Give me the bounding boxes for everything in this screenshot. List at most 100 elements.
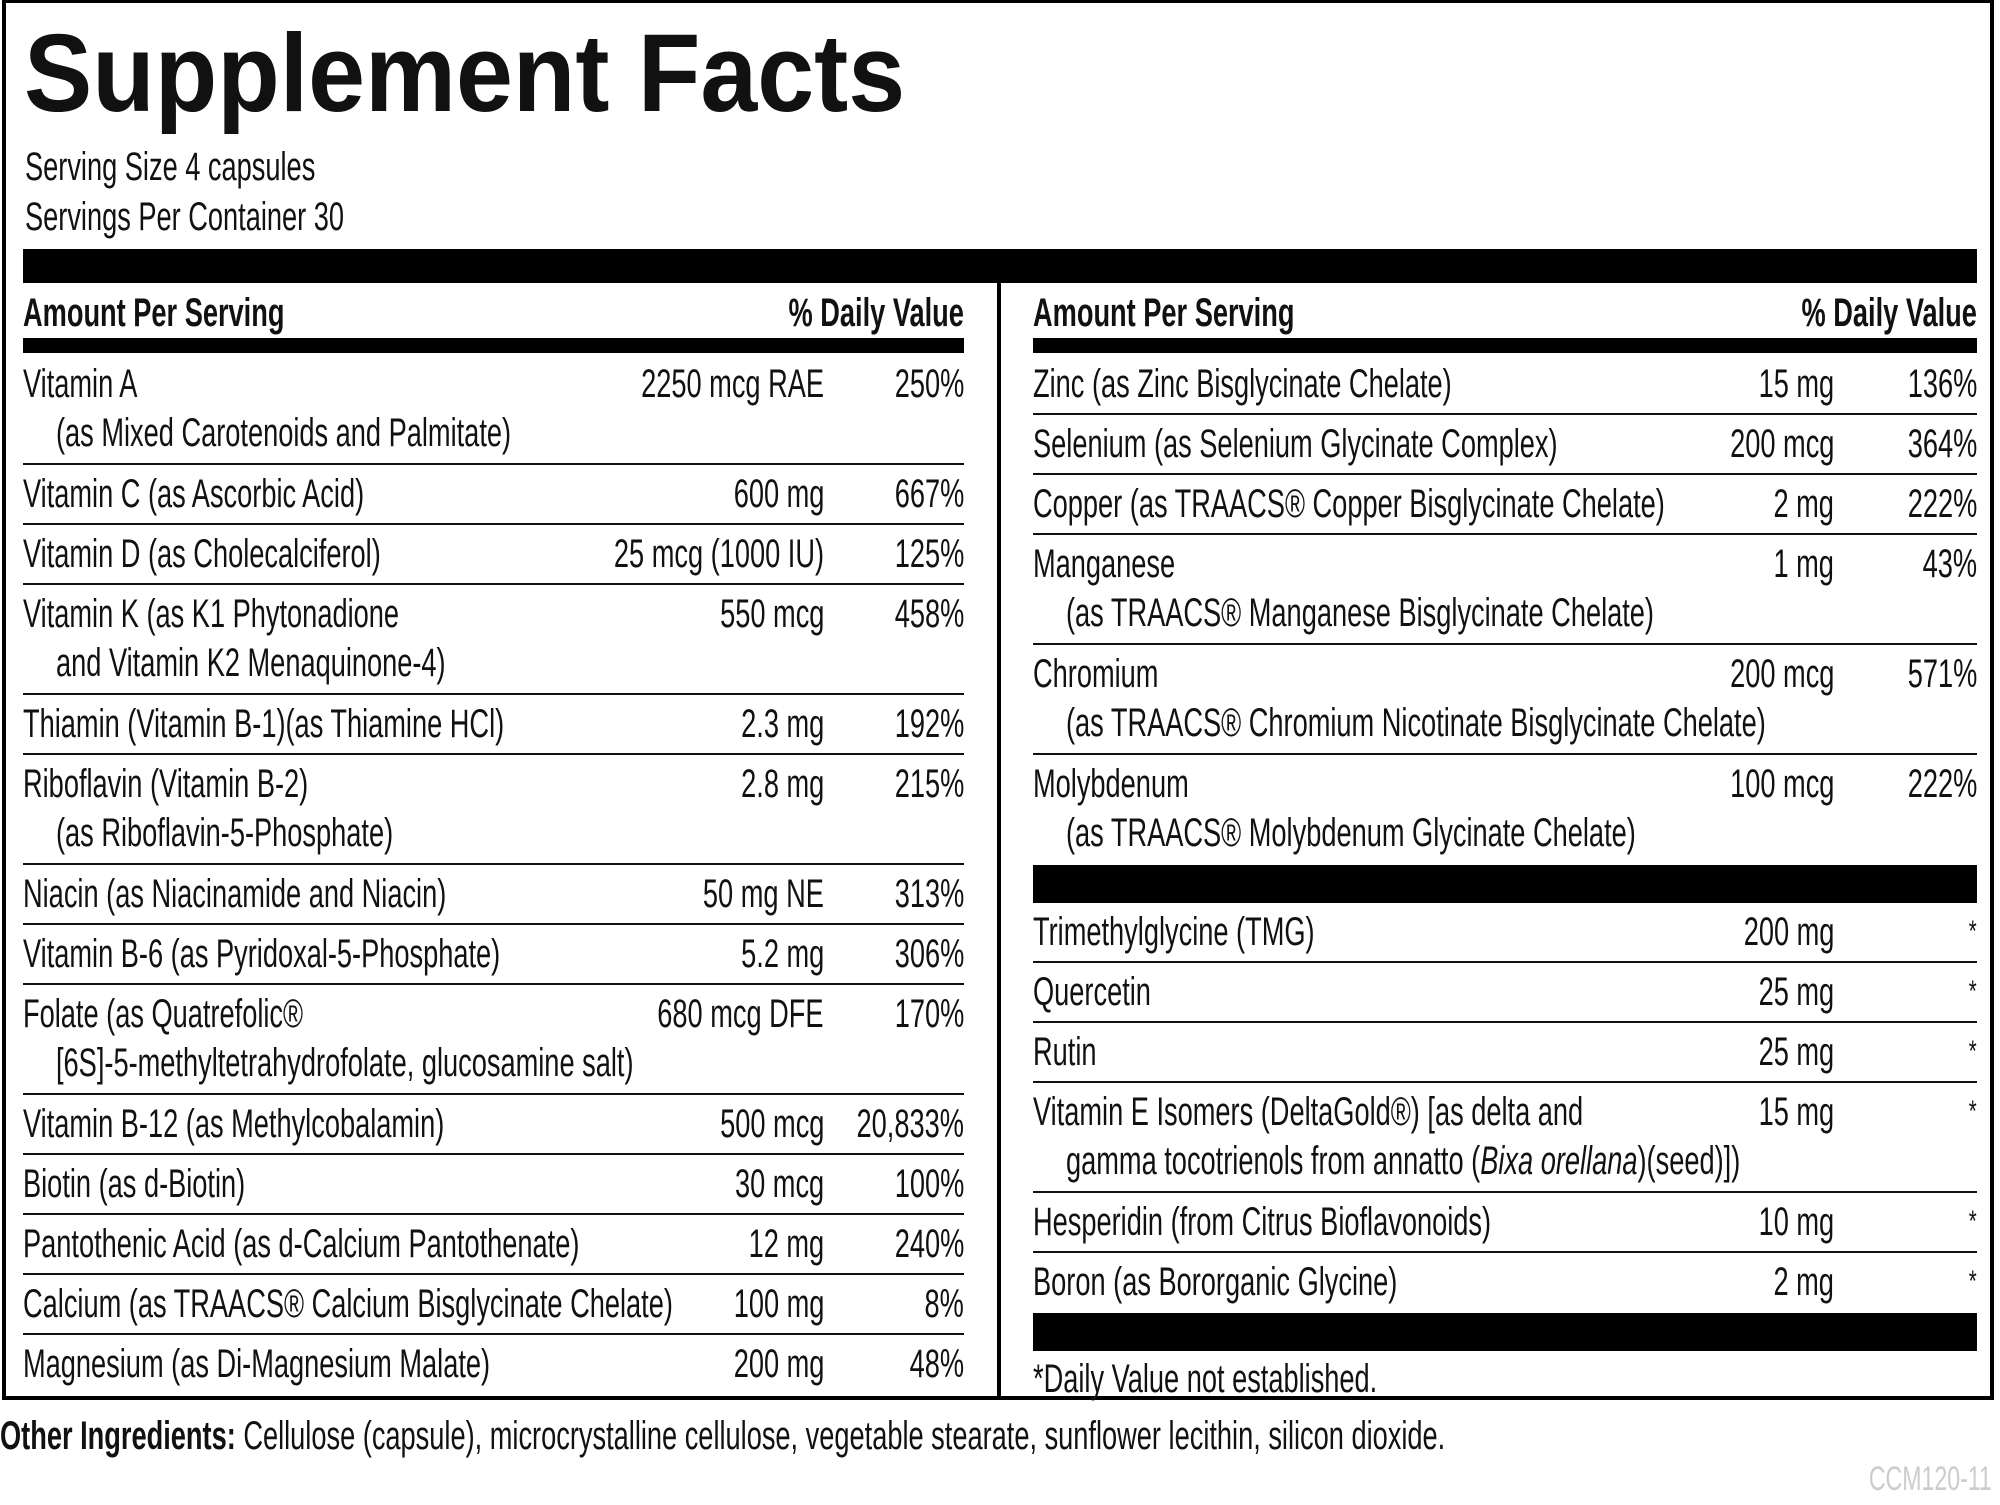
- amount: 200 mcg: [1729, 652, 1834, 696]
- nutrient-row: Magnesium (as Di-Magnesium Malate) 200 mg…: [23, 1335, 964, 1395]
- nutrient-detail: (as TRAACS® Molybdenum Glycinate Chelate…: [1066, 811, 1636, 855]
- nutrient-detail: [6S]-5-methyltetrahydrofolate, glucosami…: [56, 1041, 634, 1085]
- amount: 100 mcg: [1729, 762, 1834, 806]
- nutrient-name: Folate (as Quatrefolic®: [23, 992, 304, 1036]
- nutrient-detail: and Vitamin K2 Menaquinone-4): [56, 641, 446, 685]
- daily-value: 48%: [909, 1342, 964, 1386]
- amount: 30 mcg: [734, 1162, 824, 1206]
- nutrient-name: Selenium (as Selenium Glycinate Complex): [1033, 422, 1558, 466]
- nutrient-name: Thiamin (Vitamin B-1)(as Thiamine HCl): [23, 702, 505, 746]
- nutrient-name: Biotin (as d-Biotin): [23, 1162, 246, 1206]
- nutrient-name: Copper (as TRAACS® Copper Bisglycinate C…: [1033, 482, 1665, 526]
- daily-value: 222%: [1907, 482, 1977, 526]
- amount: 15 mg: [1758, 1090, 1834, 1134]
- daily-value: *: [1969, 915, 1977, 948]
- nutrient-name: Boron (as Bororganic Glycine): [1033, 1260, 1398, 1304]
- header-amount: Amount Per Serving: [1033, 291, 1295, 335]
- nutrient-name: Vitamin D (as Cholecalciferol): [23, 532, 381, 576]
- detail-part: gamma tocotrienols from annatto (: [1066, 1139, 1481, 1183]
- nutrient-row: Rutin 25 mg *: [1033, 1023, 1977, 1083]
- nutrient-row: Boron (as Bororganic Glycine) 2 mg *: [1033, 1253, 1977, 1313]
- amount: 5.2 mg: [740, 932, 824, 976]
- daily-value: 192%: [894, 702, 964, 746]
- daily-value: 20,833%: [856, 1102, 964, 1146]
- nutrient-name: Pantothenic Acid (as d-Calcium Pantothen…: [23, 1222, 580, 1266]
- header-rule: [23, 338, 964, 353]
- amount: 550 mcg: [719, 592, 824, 636]
- detail-part: )(seed)]): [1637, 1139, 1741, 1183]
- nutrient-detail: (as Riboflavin-5-Phosphate): [56, 811, 394, 855]
- daily-value: *: [1969, 975, 1977, 1008]
- nutrient-row: Vitamin A 2250 mcg RAE 250% (as Mixed Carot…: [23, 355, 964, 465]
- amount: 2.3 mg: [740, 702, 824, 746]
- nutrient-name: Calcium (as TRAACS® Calcium Bisglycinate…: [23, 1282, 673, 1326]
- nutrient-name: Manganese: [1033, 542, 1176, 586]
- nutrient-row: Riboflavin (Vitamin B-2) 2.8 mg 215% (as Ri…: [23, 755, 964, 865]
- amount: 2250 mcg RAE: [641, 362, 824, 406]
- servings-per-container: Servings Per Container 30: [25, 195, 345, 239]
- nutrient-row: Folate (as Quatrefolic® 680 mcg DFE 170% [6…: [23, 985, 964, 1095]
- nutrient-row: Vitamin C (as Ascorbic Acid) 600 mg 667%: [23, 465, 964, 525]
- header-dv: % Daily Value: [788, 291, 964, 335]
- nutrient-row: Biotin (as d-Biotin) 30 mcg 100%: [23, 1155, 964, 1215]
- nutrient-name: Vitamin E Isomers (DeltaGold®) [as delta…: [1033, 1090, 1584, 1134]
- nutrient-row: Zinc (as Zinc Bisglycinate Chelate) 15 mg…: [1033, 355, 1977, 415]
- nutrient-detail: (as TRAACS® Chromium Nicotinate Bisglyci…: [1066, 701, 1766, 745]
- title: Supplement Facts: [24, 12, 906, 135]
- header-dv: % Daily Value: [1801, 291, 1977, 335]
- nutrient-row: Molybdenum 100 mcg 222% (as TRAACS® Molybde…: [1033, 755, 1977, 865]
- nutrient-name: Rutin: [1033, 1030, 1097, 1074]
- amount: 1 mg: [1773, 542, 1834, 586]
- daily-value: 170%: [894, 992, 964, 1036]
- amount: 15 mg: [1758, 362, 1834, 406]
- nutrient-name: Quercetin: [1033, 970, 1151, 1014]
- daily-value: *: [1969, 1205, 1977, 1238]
- footnote-row: *Daily Value not established.: [1033, 1351, 1977, 1401]
- nutrient-row: Chromium 200 mcg 571% (as TRAACS® Chromium …: [1033, 645, 1977, 755]
- section-bar: [1033, 1313, 1977, 1351]
- nutrient-row: Manganese 1 mg 43% (as TRAACS® Manganese Bi…: [1033, 535, 1977, 645]
- amount: 200 mg: [733, 1342, 824, 1386]
- amount: 2 mg: [1773, 1260, 1834, 1304]
- nutrient-row: Vitamin B-12 (as Methylcobalamin) 500 mcg…: [23, 1095, 964, 1155]
- other-ingredients-text: Cellulose (capsule), microcrystalline ce…: [243, 1414, 1446, 1458]
- daily-value: 250%: [894, 362, 964, 406]
- amount: 500 mcg: [719, 1102, 824, 1146]
- other-ingredients: Other Ingredients: Cellulose (capsule), …: [0, 1412, 1445, 1460]
- nutrient-row: Thiamin (Vitamin B-1)(as Thiamine HCl) 2.…: [23, 695, 964, 755]
- detail-part: Bixa orellana: [1480, 1139, 1638, 1183]
- nutrient-row: Calcium (as TRAACS® Calcium Bisglycinate…: [23, 1275, 964, 1335]
- top-bar: [23, 249, 1977, 283]
- section-bar: [1033, 865, 1977, 903]
- column-divider: [997, 283, 1001, 1400]
- nutrient-name: Molybdenum: [1033, 762, 1189, 806]
- amount: 680 mcg DFE: [657, 992, 824, 1036]
- amount: 10 mg: [1758, 1200, 1834, 1244]
- daily-value: *: [1969, 1265, 1977, 1298]
- nutrient-name: Niacin (as Niacinamide and Niacin): [23, 872, 447, 916]
- nutrient-name: Magnesium (as Di-Magnesium Malate): [23, 1342, 491, 1386]
- daily-value: 313%: [894, 872, 964, 916]
- daily-value: 240%: [894, 1222, 964, 1266]
- nutrient-name: Trimethylglycine (TMG): [1033, 910, 1315, 954]
- serving-size: Serving Size 4 capsules: [25, 145, 316, 189]
- nutrient-row: Niacin (as Niacinamide and Niacin) 50 mg …: [23, 865, 964, 925]
- nutrient-detail: (as TRAACS® Manganese Bisglycinate Chela…: [1066, 591, 1654, 635]
- daily-value: 215%: [894, 762, 964, 806]
- nutrient-detail: (as Mixed Carotenoids and Palmitate): [56, 411, 512, 455]
- daily-value: 667%: [894, 472, 964, 516]
- nutrient-name: Vitamin A: [23, 362, 138, 406]
- header-rule: [1033, 338, 1977, 353]
- nutrient-row: Vitamin B-6 (as Pyridoxal-5-Phosphate) 5.…: [23, 925, 964, 985]
- daily-value: 571%: [1907, 652, 1977, 696]
- amount: 25 mg: [1758, 970, 1834, 1014]
- nutrient-row: Copper (as TRAACS® Copper Bisglycinate C…: [1033, 475, 1977, 535]
- nutrient-row: Selenium (as Selenium Glycinate Complex)…: [1033, 415, 1977, 475]
- daily-value: 43%: [1922, 542, 1977, 586]
- daily-value: 100%: [894, 1162, 964, 1206]
- nutrient-row: Pantothenic Acid (as d-Calcium Pantothen…: [23, 1215, 964, 1275]
- daily-value: 136%: [1907, 362, 1977, 406]
- daily-value: 364%: [1907, 422, 1977, 466]
- nutrient-name: Chromium: [1033, 652, 1159, 696]
- nutrient-name: Zinc (as Zinc Bisglycinate Chelate): [1033, 362, 1452, 406]
